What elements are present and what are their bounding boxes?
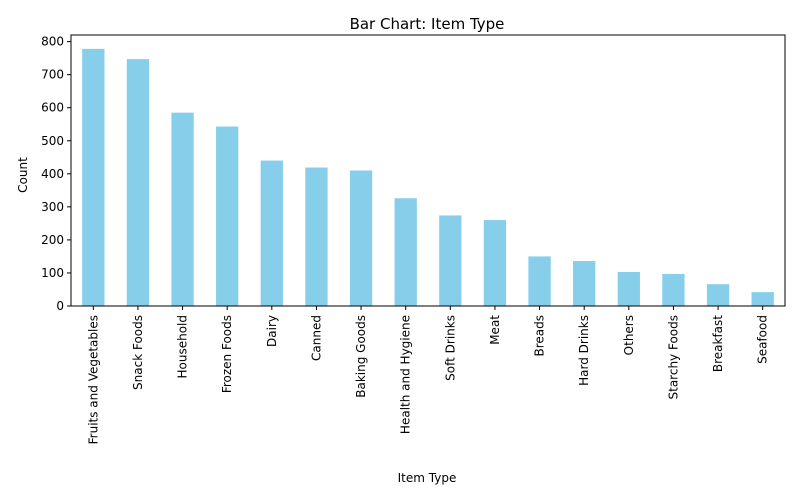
x-tick-label: Canned: [309, 315, 323, 361]
bar-snack-foods: [126, 59, 150, 306]
y-axis-label: Count: [16, 157, 30, 193]
bar-household: [171, 112, 194, 306]
x-tick-label: Household: [176, 315, 190, 379]
x-tick-label: Snack Foods: [131, 315, 145, 390]
bar-hard-drinks: [573, 261, 596, 306]
bar-dairy: [260, 160, 283, 306]
y-tick-label: 300: [41, 200, 64, 214]
y-tick-label: 200: [41, 233, 64, 247]
y-tick-label: 800: [41, 35, 64, 49]
bar-starchy-foods: [662, 273, 685, 306]
bar-health-and-hygiene: [394, 198, 417, 306]
x-tick-label: Soft Drinks: [443, 315, 457, 381]
bar-baking-goods: [349, 170, 373, 306]
x-tick-label: Fruits and Vegetables: [86, 315, 100, 444]
y-tick-label: 700: [41, 68, 64, 82]
y-tick-label: 600: [41, 101, 64, 115]
bar-breads: [528, 256, 551, 306]
bars-group: [82, 48, 774, 306]
x-tick-label: Frozen Foods: [220, 315, 234, 393]
x-tick-label: Health and Hygiene: [399, 315, 413, 434]
chart-title: Bar Chart: Item Type: [350, 15, 505, 33]
x-axis-label: Item Type: [398, 471, 457, 485]
bar-meat: [483, 220, 507, 306]
bar-others: [617, 271, 640, 306]
x-tick-label: Baking Goods: [354, 315, 368, 398]
x-tick-label: Meat: [488, 315, 502, 345]
x-axis: Fruits and Vegetables Snack Foods Househol…: [86, 306, 770, 444]
x-tick-label: Starchy Foods: [666, 315, 680, 400]
x-tick-label: Hard Drinks: [577, 315, 591, 386]
x-tick-label: Seafood: [756, 315, 770, 364]
y-axis: 0 100 200 300 400 500 600 700 800: [41, 35, 71, 313]
x-tick-label: Breads: [533, 315, 547, 357]
plot-frame: [70, 34, 786, 307]
bar-seafood: [751, 292, 774, 306]
y-tick-label: 100: [41, 266, 64, 280]
x-tick-label: Dairy: [265, 315, 279, 347]
bar-fruits-and-vegetables: [82, 48, 105, 306]
y-tick-label: 500: [41, 134, 64, 148]
x-tick-label: Breakfast: [711, 315, 725, 372]
bar-frozen-foods: [216, 126, 239, 306]
y-tick-label: 400: [41, 167, 64, 181]
bar-breakfast: [706, 284, 730, 306]
bar-canned: [305, 167, 328, 306]
y-tick-label: 0: [56, 299, 64, 313]
x-tick-label: Others: [622, 315, 636, 355]
bar-soft-drinks: [439, 215, 462, 306]
